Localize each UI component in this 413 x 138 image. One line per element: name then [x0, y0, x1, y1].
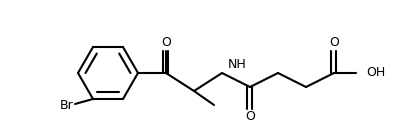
Text: O: O [244, 111, 254, 124]
Text: OH: OH [365, 67, 385, 79]
Text: O: O [328, 36, 338, 50]
Text: NH: NH [228, 59, 246, 71]
Text: Br: Br [60, 99, 74, 112]
Text: O: O [161, 36, 171, 50]
